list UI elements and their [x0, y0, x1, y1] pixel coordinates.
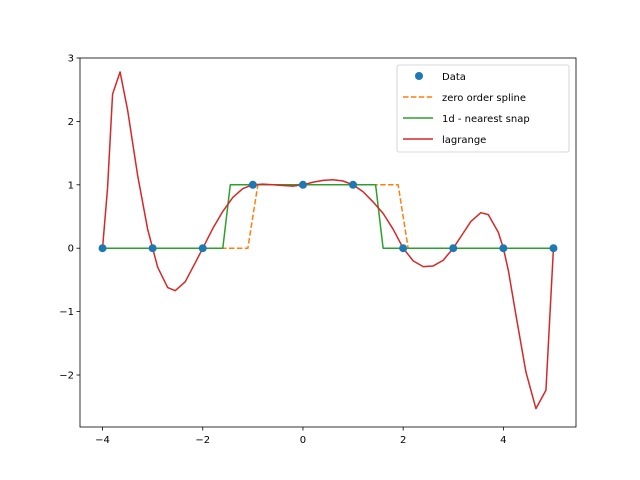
legend-label: 1d - nearest snap [442, 114, 530, 125]
legend-frame [396, 64, 570, 153]
x-tick-label: 4 [500, 435, 506, 446]
series-line-lagrange [101, 71, 555, 410]
data-point [399, 244, 408, 253]
y-tick-label: −1 [59, 307, 74, 318]
data-point [449, 244, 458, 253]
data-point [248, 180, 257, 189]
y-tick-label: 0 [68, 244, 74, 255]
plot-frame [79, 57, 577, 428]
x-axis-ticks: −4 −2 0 2 4 [95, 427, 507, 446]
legend: Data zero order spline 1d - nearest snap la… [396, 64, 570, 153]
y-tick-label: 2 [68, 117, 74, 128]
data-point [148, 244, 157, 253]
y-tick-label: 3 [68, 54, 74, 65]
data-point [499, 244, 508, 253]
series-layer [98, 71, 558, 410]
y-axis-ticks: −2 −1 0 1 2 3 [59, 54, 80, 382]
y-tick-label: 1 [68, 180, 74, 191]
legend-marker-data [415, 72, 423, 80]
legend-label: zero order spline [442, 93, 526, 104]
data-point [198, 244, 207, 253]
legend-label: lagrange [442, 135, 486, 146]
data-point [349, 180, 358, 189]
data-point [98, 244, 107, 253]
data-point [549, 244, 558, 253]
y-tick-label: −2 [59, 371, 74, 382]
x-tick-label: 2 [400, 435, 406, 446]
x-tick-label: 0 [300, 435, 306, 446]
legend-entries: Data zero order spline 1d - nearest snap la… [403, 72, 530, 146]
x-tick-label: −2 [195, 435, 210, 446]
x-tick-label: −4 [95, 435, 110, 446]
data-point [298, 180, 307, 189]
legend-label: Data [442, 72, 466, 83]
